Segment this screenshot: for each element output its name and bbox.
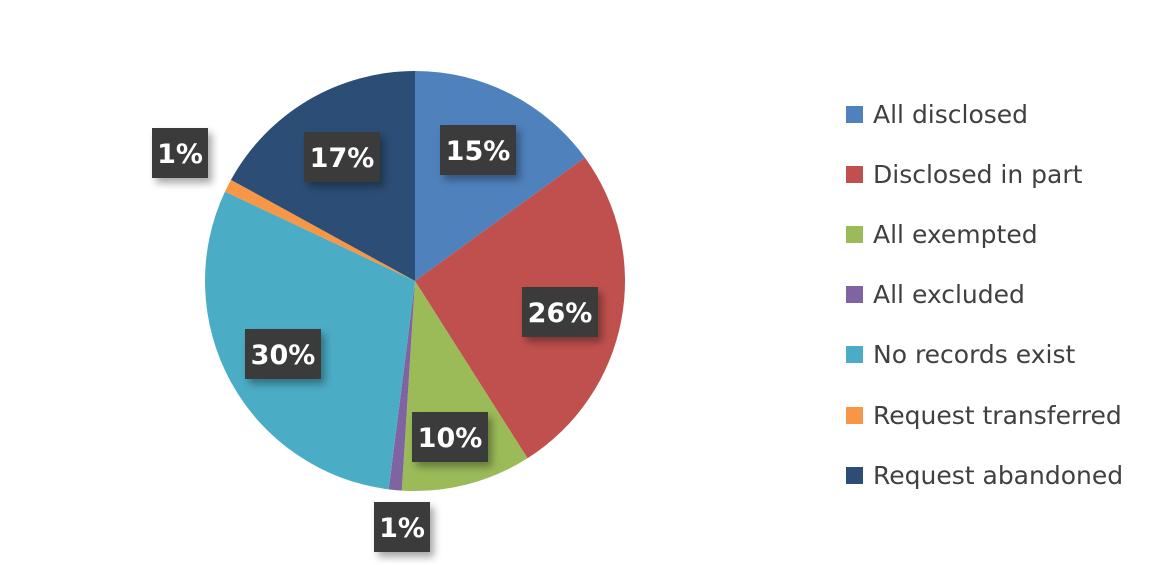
data-label: 30%	[245, 329, 321, 379]
legend-swatch	[846, 286, 863, 304]
data-label-box	[152, 128, 208, 178]
legend-swatch	[846, 225, 863, 243]
legend-label: Request abandoned	[873, 460, 1124, 490]
pie-slice-disclosed-in-part	[415, 157, 625, 459]
legend-label: All disclosed	[873, 99, 1029, 129]
data-label-text: 17%	[310, 143, 375, 174]
data-label: 1%	[152, 128, 208, 178]
data-label-text: 1%	[379, 513, 425, 544]
legend: All disclosed Disclosed in part All exempt…	[846, 84, 1123, 505]
legend-label: No records exist	[873, 340, 1076, 370]
data-label-text: 15%	[446, 136, 511, 167]
legend-item: No records exist	[846, 325, 1123, 385]
legend-swatch	[846, 346, 863, 364]
data-label-text: 30%	[251, 340, 316, 371]
legend-item: Request abandoned	[846, 445, 1123, 505]
legend-swatch	[846, 406, 863, 424]
pie-slice-all-disclosed	[415, 71, 585, 281]
pie-slice-request-transferred	[224, 179, 415, 281]
data-label: 26%	[522, 287, 598, 337]
data-label-box	[374, 502, 430, 552]
data-label-text: 1%	[157, 139, 203, 170]
data-label: 10%	[412, 412, 488, 462]
data-label: 1%	[374, 502, 430, 552]
legend-label: All excluded	[873, 280, 1025, 310]
legend-item: Request transferred	[846, 385, 1123, 445]
data-label-box	[245, 329, 321, 379]
data-label-box	[412, 412, 488, 462]
data-label-text: 26%	[528, 298, 593, 329]
legend-swatch	[846, 466, 863, 484]
legend-swatch	[846, 105, 863, 123]
data-label-box	[440, 125, 516, 175]
legend-item: All exempted	[846, 204, 1123, 264]
data-label: 15%	[440, 125, 516, 175]
legend-item: All excluded	[846, 265, 1123, 325]
legend-item: All disclosed	[846, 84, 1123, 144]
legend-item: Disclosed in part	[846, 144, 1123, 204]
data-label-box	[522, 287, 598, 337]
legend-label: Disclosed in part	[873, 159, 1083, 189]
legend-label: All exempted	[873, 219, 1038, 249]
data-label-text: 10%	[418, 423, 483, 454]
legend-label: Request transferred	[873, 400, 1122, 430]
data-label: 17%	[304, 132, 380, 182]
legend-swatch	[846, 165, 863, 183]
pie-slice-all-excluded	[388, 281, 415, 491]
data-label-box	[304, 132, 380, 182]
